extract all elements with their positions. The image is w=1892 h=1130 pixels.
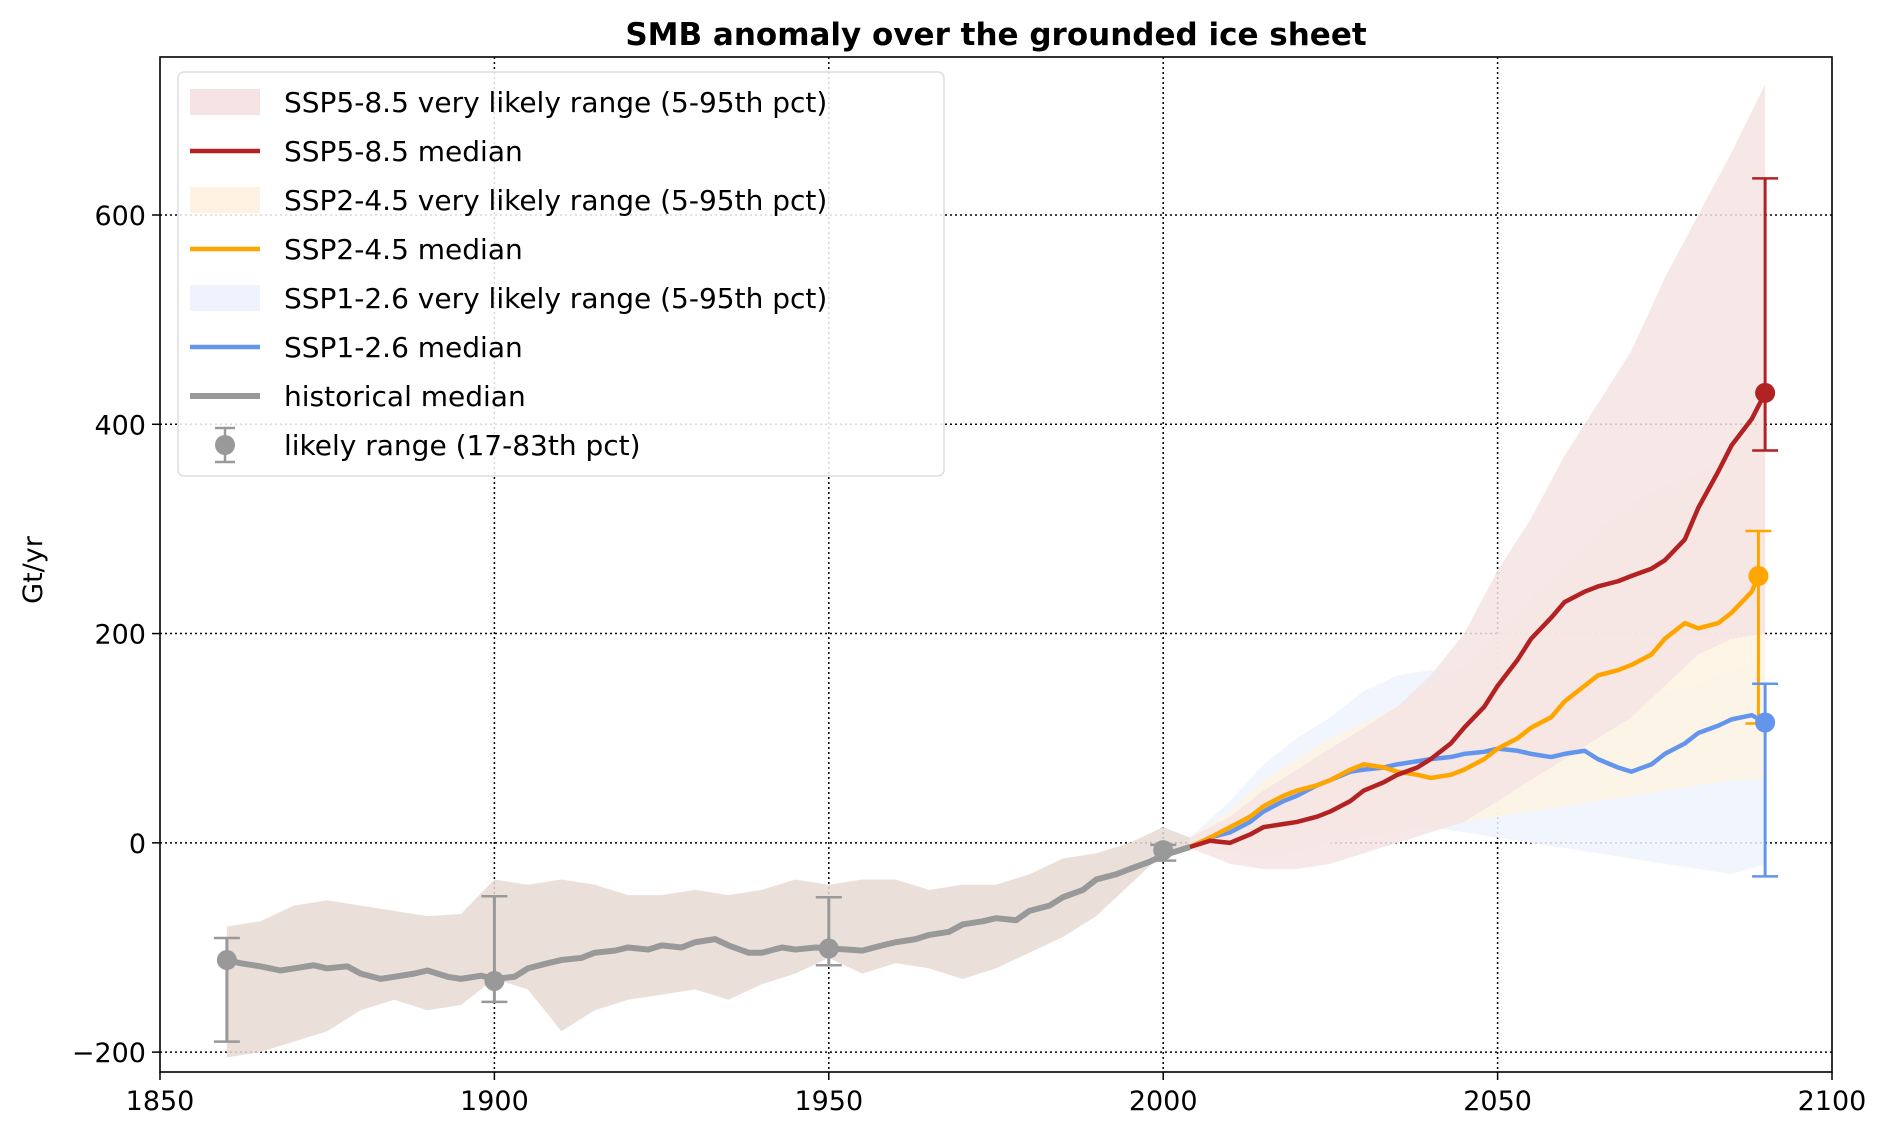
y-tick-label: 600 — [94, 201, 146, 232]
errorbar — [1752, 682, 1779, 878]
line-historical-median — [226, 844, 1191, 982]
band-ssp5-8-5-very-likely-range — [1189, 84, 1766, 870]
legend[interactable]: SSP5-8.5 very likely range (5-95th pct) S… — [177, 71, 945, 477]
legend-label: SSP2-4.5 very likely range (5-95th pct) — [284, 184, 827, 217]
y-tick-label: 0 — [129, 829, 146, 860]
errorbar-marker — [818, 938, 839, 959]
legend-label: SSP2-4.5 median — [284, 233, 523, 266]
x-tick-label: 2000 — [1129, 1086, 1198, 1117]
errorbar — [213, 936, 240, 1043]
x-tick-label: 1950 — [794, 1086, 863, 1117]
errorbar — [1150, 840, 1177, 862]
legend-entry[interactable]: historical median — [190, 380, 526, 413]
y-axis-label: Gt/yr — [18, 535, 49, 604]
legend-label: SSP5-8.5 very likely range (5-95th pct) — [284, 86, 827, 119]
errorbar — [481, 894, 508, 1004]
legend-label: SSP1-2.6 median — [284, 331, 523, 364]
errorbar-marker — [1755, 382, 1776, 403]
errorbar-marker — [216, 950, 237, 971]
error-bars — [213, 177, 1779, 1043]
series-lines — [226, 391, 1768, 982]
legend-swatch-marker — [215, 435, 235, 455]
legend-swatch-band — [190, 285, 260, 311]
legend-box — [177, 71, 945, 477]
axis-ticks: 1850 1900 1950 2000 2050 2100 −200 0 200 400 600 — [72, 201, 1867, 1117]
legend-entry[interactable]: SSP2-4.5 very likely range (5-95th pct) — [190, 184, 827, 217]
x-tick-label: 1850 — [126, 1086, 195, 1117]
x-tick-label: 2050 — [1463, 1086, 1532, 1117]
chart-title: SMB anomaly over the grounded ice sheet — [625, 17, 1367, 53]
legend-entry[interactable]: SSP5-8.5 very likely range (5-95th pct) — [190, 86, 827, 119]
plot-frame — [159, 56, 1833, 1073]
errorbar-marker — [1755, 712, 1776, 733]
legend-entry[interactable]: SSP2-4.5 median — [190, 233, 523, 266]
errorbar-marker — [484, 970, 505, 991]
line-ssp2-4-5-median — [1188, 575, 1761, 850]
legend-label: likely range (17-83th pct) — [284, 429, 641, 462]
line-ssp5-8-5-median — [1189, 391, 1768, 850]
y-tick-label: 400 — [94, 410, 146, 441]
legend-entry[interactable]: SSP5-8.5 median — [190, 135, 523, 168]
legend-entry[interactable]: likely range (17-83th pct) — [215, 426, 641, 464]
legend-swatch-band — [190, 187, 260, 213]
errorbar-marker — [1153, 840, 1174, 861]
x-tick-label: 1900 — [460, 1086, 529, 1117]
y-tick-label: −200 — [72, 1038, 146, 1069]
legend-entry[interactable]: SSP1-2.6 median — [190, 331, 523, 364]
legend-label: SSP1-2.6 very likely range (5-95th pct) — [284, 282, 827, 315]
legend-swatch-band — [190, 89, 260, 115]
legend-label: SSP5-8.5 median — [284, 135, 523, 168]
line-ssp1-2-6-median — [1188, 712, 1767, 850]
errorbar — [1752, 177, 1779, 452]
y-tick-label: 200 — [94, 620, 146, 651]
errorbar — [815, 896, 842, 967]
errorbar-marker — [1748, 566, 1769, 587]
legend-label: historical median — [284, 380, 526, 413]
x-tick-label: 2100 — [1798, 1086, 1867, 1117]
errorbar — [1745, 529, 1772, 725]
legend-entry[interactable]: SSP1-2.6 very likely range (5-95th pct) — [190, 282, 827, 315]
